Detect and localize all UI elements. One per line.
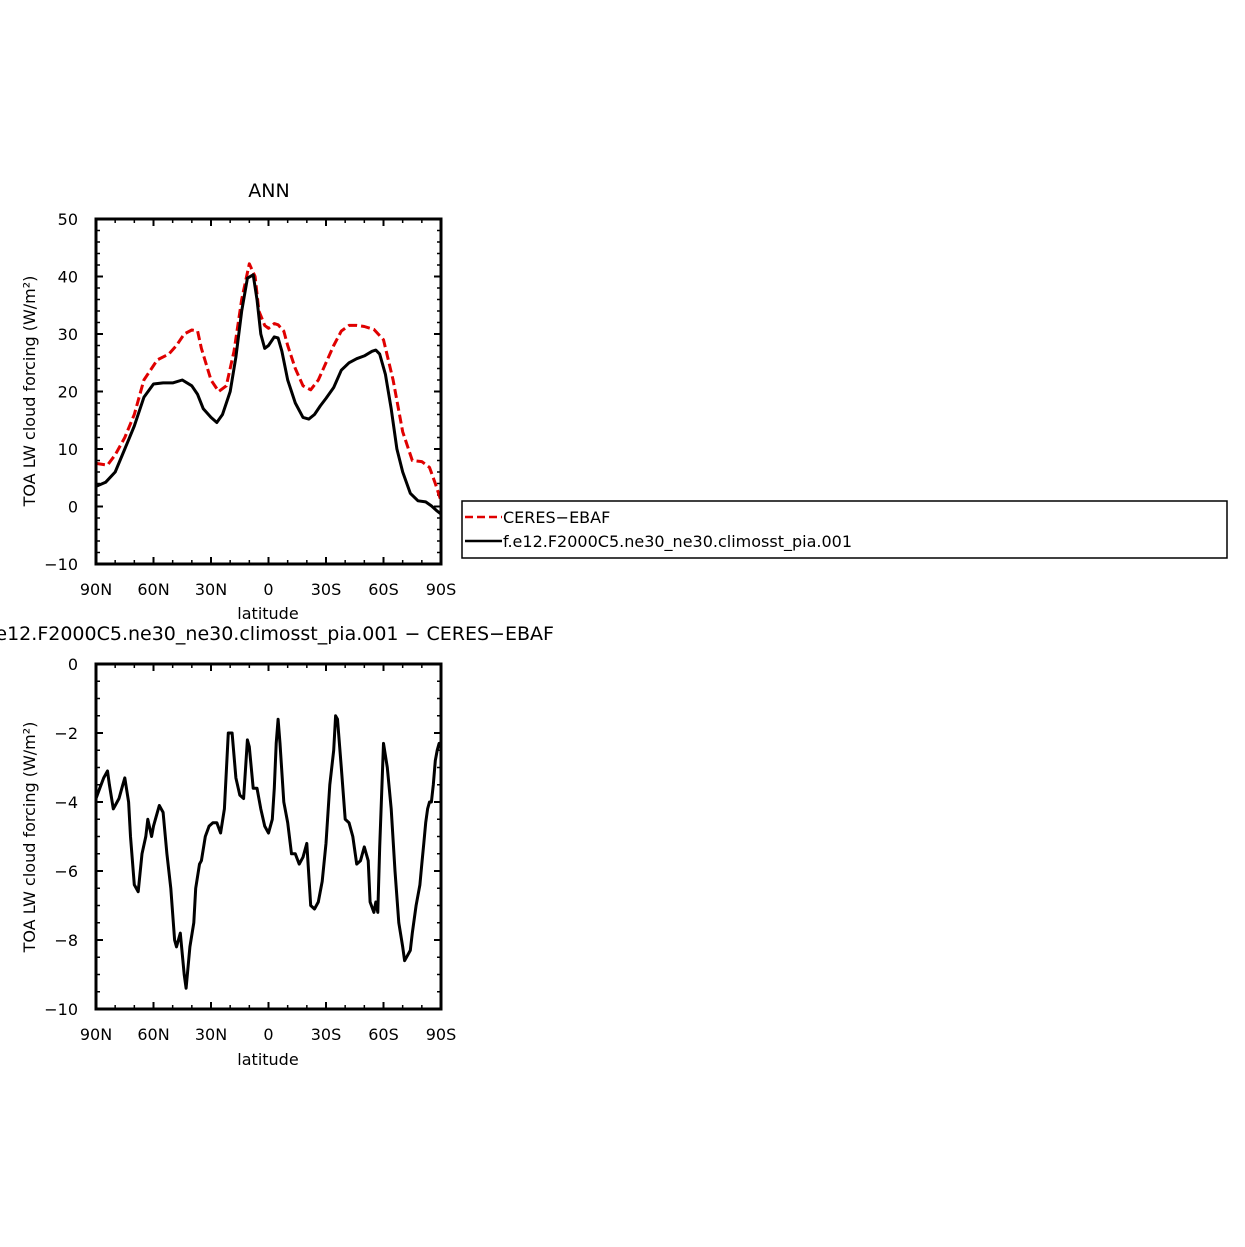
y-tick-label: −10 bbox=[44, 1000, 78, 1019]
top-panel-title: ANN bbox=[248, 180, 289, 202]
bottom-panel-series bbox=[94, 714, 441, 990]
bottom-panel-frame bbox=[94, 662, 443, 1011]
x-tick-label: 90S bbox=[426, 580, 457, 599]
bottom-panel-title: f.e12.F2000C5.ne30_ne30.climosst_pia.001… bbox=[0, 623, 554, 645]
bottom-panel-ticks bbox=[95, 663, 442, 1010]
y-tick-label: −4 bbox=[54, 793, 78, 812]
x-tick-label: 30S bbox=[311, 1025, 342, 1044]
y-tick-label: 50 bbox=[58, 210, 78, 229]
x-tick-label: 90S bbox=[426, 1025, 457, 1044]
x-tick-label: 60S bbox=[368, 1025, 399, 1044]
y-tick-label: 20 bbox=[58, 383, 78, 402]
top-panel-x-label: latitude bbox=[237, 604, 298, 623]
y-tick-label: 10 bbox=[58, 440, 78, 459]
y-tick-label: 40 bbox=[58, 268, 78, 287]
x-tick-label: 30N bbox=[195, 580, 227, 599]
x-tick-label: 90N bbox=[80, 1025, 112, 1044]
y-tick-label: −10 bbox=[44, 555, 78, 574]
bottom-panel: f.e12.F2000C5.ne30_ne30.climosst_pia.001… bbox=[0, 623, 554, 1069]
x-tick-label: 0 bbox=[263, 1025, 273, 1044]
x-tick-label: 90N bbox=[80, 580, 112, 599]
legend-label-ceres: CERES−EBAF bbox=[503, 508, 610, 527]
x-tick-label: 60S bbox=[368, 580, 399, 599]
legend-label-model: f.e12.F2000C5.ne30_ne30.climosst_pia.001 bbox=[503, 532, 852, 552]
x-tick-label: 30N bbox=[195, 1025, 227, 1044]
series-line-0-0 bbox=[95, 262, 443, 502]
x-tick-label: 30S bbox=[311, 580, 342, 599]
y-tick-label: −6 bbox=[54, 862, 78, 881]
legend-box bbox=[461, 500, 1228, 559]
legend: CERES−EBAF f.e12.F2000C5.ne30_ne30.climo… bbox=[461, 500, 1228, 559]
y-tick-label: −8 bbox=[54, 931, 78, 950]
top-panel-series bbox=[95, 262, 443, 516]
x-tick-label: 60N bbox=[137, 1025, 169, 1044]
y-tick-label: 30 bbox=[58, 325, 78, 344]
series-line-0-1 bbox=[95, 273, 442, 516]
y-tick-label: 0 bbox=[68, 655, 78, 674]
y-tick-label: 0 bbox=[68, 498, 78, 517]
bottom-panel-x-label: latitude bbox=[237, 1050, 298, 1069]
x-tick-label: 0 bbox=[263, 580, 273, 599]
series-line-1-0 bbox=[94, 714, 441, 990]
top-panel-y-label: TOA LW cloud forcing (W/m²) bbox=[20, 276, 39, 508]
bottom-panel-y-label: TOA LW cloud forcing (W/m²) bbox=[20, 722, 39, 954]
y-tick-label: −2 bbox=[54, 724, 78, 743]
top-panel-frame bbox=[94, 217, 443, 566]
x-tick-label: 60N bbox=[137, 580, 169, 599]
